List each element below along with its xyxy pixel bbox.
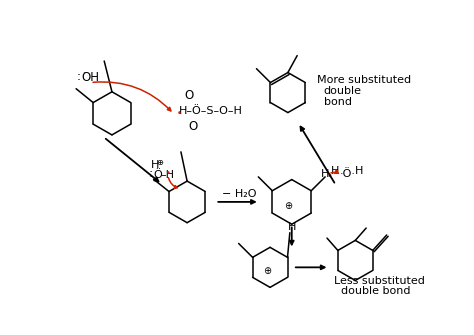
- Text: O: O: [184, 89, 193, 102]
- Text: double bond: double bond: [341, 286, 410, 296]
- Text: H–Ö–S–O–H: H–Ö–S–O–H: [179, 106, 243, 116]
- Text: ⊕: ⊕: [263, 266, 271, 276]
- Text: •: •: [166, 169, 171, 178]
- Text: :: :: [148, 167, 153, 180]
- Text: ·Ö·: ·Ö·: [340, 169, 356, 179]
- Text: H: H: [356, 166, 364, 176]
- Text: ⊕: ⊕: [284, 201, 292, 211]
- Text: − H₂O: − H₂O: [222, 189, 256, 199]
- Text: bond: bond: [324, 97, 352, 107]
- Text: OH: OH: [81, 71, 99, 84]
- Text: –H: –H: [161, 170, 175, 180]
- Text: More substituted: More substituted: [317, 75, 410, 85]
- Text: •: •: [327, 171, 333, 181]
- Text: H: H: [320, 169, 329, 179]
- Text: H: H: [151, 160, 159, 170]
- Text: O: O: [189, 120, 198, 133]
- Text: double: double: [324, 86, 362, 96]
- Text: H: H: [330, 166, 339, 176]
- Text: ⊕: ⊕: [156, 158, 163, 167]
- Text: Ö: Ö: [154, 170, 163, 180]
- Text: ··: ··: [82, 69, 88, 78]
- Text: :: :: [76, 70, 80, 83]
- Text: H: H: [288, 221, 297, 231]
- Text: •: •: [176, 109, 181, 118]
- Text: Less substituted: Less substituted: [334, 276, 425, 286]
